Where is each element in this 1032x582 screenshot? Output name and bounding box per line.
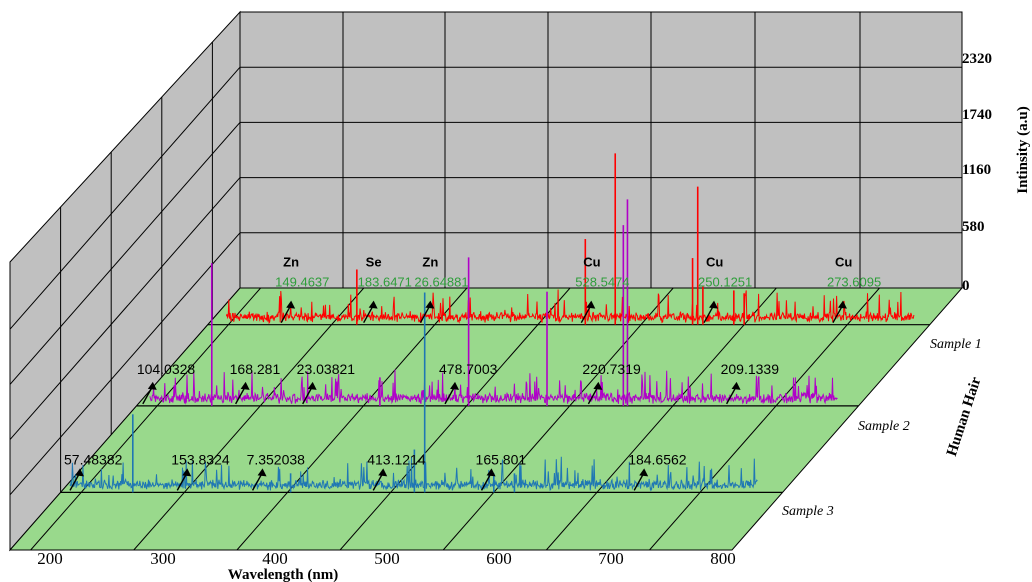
floor-grid-diagonal: [649, 287, 880, 551]
annotation-value: 149.4637: [275, 275, 329, 290]
x-axis-label: Wavelength (nm): [228, 567, 338, 582]
side-wall-hgrid: [9, 177, 241, 440]
x-tick-300: 300: [150, 549, 176, 568]
annotation-value: 413.1214: [367, 451, 426, 467]
annotation-value: 153.8324: [171, 451, 230, 467]
annotation-value: 183.6471: [358, 275, 412, 290]
annotation-arrowhead: [639, 468, 649, 477]
floor-grid-diagonal: [339, 287, 571, 551]
y-tick-1740: 1740: [962, 107, 992, 123]
sample-label-2: Sample 2: [858, 419, 910, 434]
side-wall-hgrid: [9, 66, 241, 330]
annotation-value: 209.1339: [721, 361, 780, 377]
annotations: 149.4637 Zn 183.6471 Se 26.64881 Zn 528.5474 Cu…: [64, 255, 881, 491]
floor-grid-diagonal: [545, 287, 777, 551]
annotation-arrowhead: [240, 381, 250, 390]
side-wall-hgrid: [9, 232, 241, 496]
annotation-value: 478.7003: [439, 361, 498, 377]
y-tick-0: 0: [962, 278, 970, 294]
annotation-arrowhead: [182, 468, 192, 477]
sample-label-3: Sample 3: [782, 504, 834, 519]
floor-grid-diagonal: [442, 287, 674, 551]
annotation-value: 7.352038: [247, 451, 306, 467]
floor-grid-diagonal: [236, 287, 468, 551]
annotation-element: Zn: [283, 255, 299, 270]
annotation-element: Zn: [422, 255, 438, 270]
y-tick-1160: 1160: [962, 162, 991, 178]
y-tick-580: 580: [962, 219, 985, 235]
annotation-arrowhead: [450, 381, 460, 390]
series-line-1: [225, 289, 915, 325]
annotation-value: 528.5474: [575, 275, 629, 290]
annotation-arrowhead: [709, 300, 719, 309]
x-tick-700: 700: [598, 549, 624, 568]
series-group: [60, 153, 930, 493]
floor-grid-diagonal: [30, 287, 262, 551]
annotation-value: 273.6095: [827, 275, 881, 290]
grid: [9, 12, 962, 551]
annotation-arrowhead: [425, 300, 435, 309]
annotation-value: 57.48382: [64, 451, 123, 467]
annotation-value: 168.281: [230, 361, 281, 377]
series-line-2: [149, 369, 838, 405]
annotation-arrowhead: [837, 300, 847, 309]
z-axis-label: Human Hair: [944, 375, 985, 458]
x-tick-600: 600: [486, 549, 512, 568]
x-tick-800: 800: [710, 549, 736, 568]
annotation-value: 104.0328: [137, 361, 196, 377]
x-tick-200: 200: [37, 549, 63, 568]
annotation-value: 165.801: [476, 451, 527, 467]
annotation-arrowhead: [586, 300, 596, 309]
x-tick-400: 400: [262, 549, 288, 568]
annotation-value: 23.03821: [297, 361, 356, 377]
annotation-arrowhead: [378, 468, 388, 477]
annotation-arrowhead: [286, 300, 296, 309]
annotation-arrowhead: [147, 381, 157, 390]
annotation-element: Se: [366, 255, 382, 270]
back-wall: [239, 11, 963, 289]
floor-grid-diagonal: [133, 287, 365, 551]
annotation-arrowhead: [731, 381, 741, 390]
annotation-value: 26.64881: [414, 275, 468, 290]
annotation-value: 250.1251: [698, 275, 752, 290]
annotation-arrowhead: [368, 300, 378, 309]
annotation-value: 184.6562: [628, 451, 687, 467]
annotation-arrowhead: [257, 468, 267, 477]
annotation-arrowhead: [486, 468, 496, 477]
annotation-arrowhead: [75, 468, 85, 477]
annotation-arrowhead: [307, 381, 317, 390]
y-tick-2320: 2320: [962, 51, 992, 67]
annotation-element: Cu: [706, 255, 723, 270]
x-tick-500: 500: [374, 549, 400, 568]
side-wall-hgrid: [9, 122, 241, 385]
annotation-element: Cu: [583, 255, 600, 270]
annotation-arrowhead: [593, 381, 603, 390]
annotation-element: Cu: [835, 255, 852, 270]
annotation-value: 220.7319: [582, 361, 641, 377]
y-axis-label: Intinsity (a.u): [1015, 106, 1031, 194]
sample-label-1: Sample 1: [930, 337, 982, 352]
